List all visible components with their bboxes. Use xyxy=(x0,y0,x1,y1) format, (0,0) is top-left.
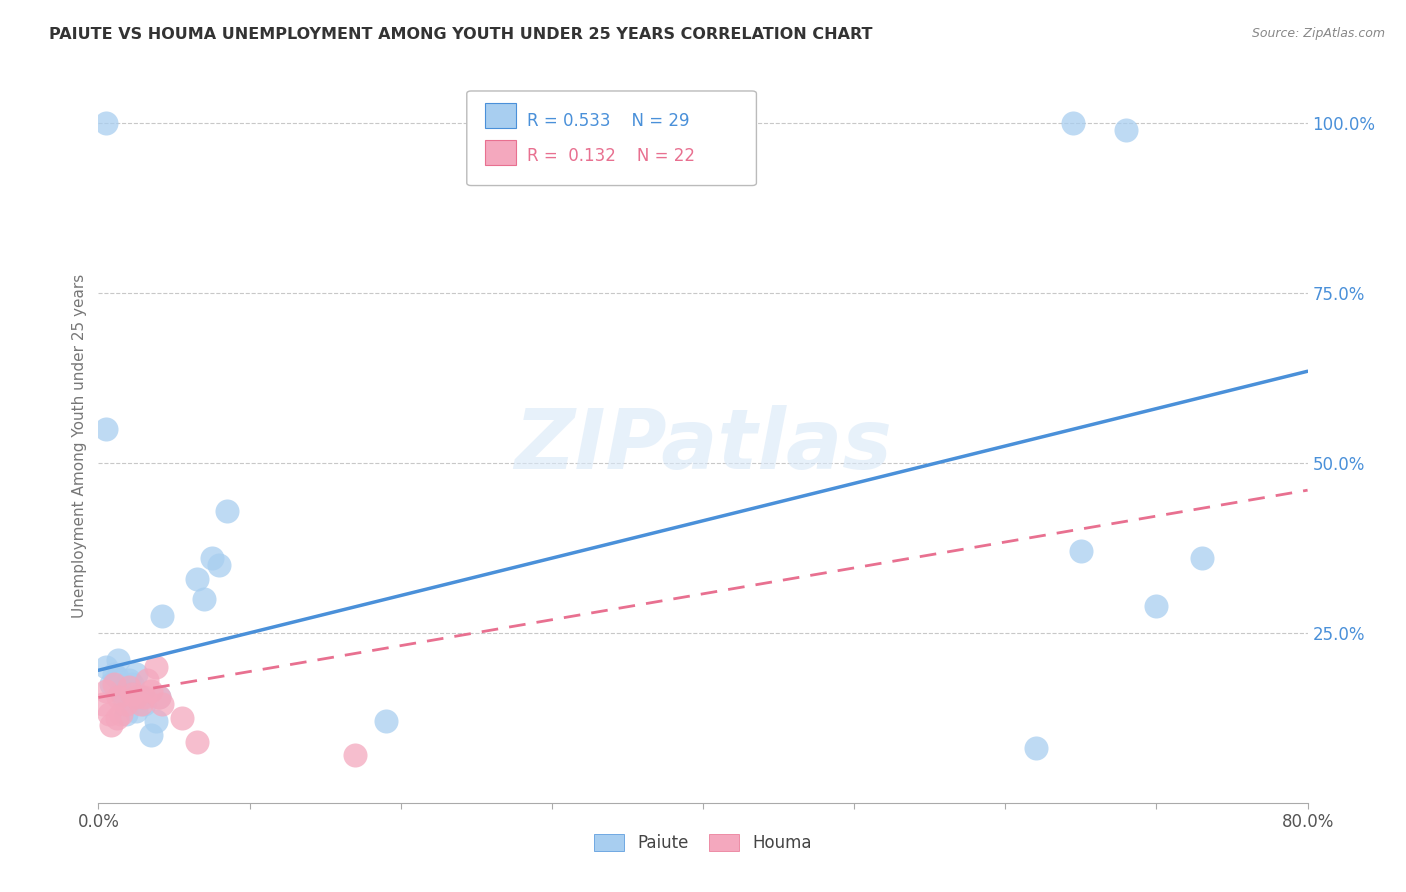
Text: R = 0.533    N = 29: R = 0.533 N = 29 xyxy=(527,112,690,129)
Point xyxy=(129,698,152,712)
Point xyxy=(132,698,155,712)
Point xyxy=(94,116,117,130)
Point xyxy=(98,707,121,722)
Point xyxy=(135,673,157,688)
Point xyxy=(141,683,163,698)
Point xyxy=(1115,123,1137,137)
Point xyxy=(114,707,136,722)
Point xyxy=(94,683,117,698)
Point xyxy=(94,422,117,436)
Point xyxy=(110,707,132,722)
Point xyxy=(118,680,141,694)
Point xyxy=(121,677,143,691)
Point xyxy=(105,670,128,684)
Point xyxy=(145,660,167,674)
Point xyxy=(148,690,170,705)
Point xyxy=(150,698,173,712)
Point xyxy=(132,690,155,705)
Point xyxy=(1024,741,1046,756)
Text: ZIPatlas: ZIPatlas xyxy=(515,406,891,486)
Point xyxy=(374,714,396,729)
Text: PAIUTE VS HOUMA UNEMPLOYMENT AMONG YOUTH UNDER 25 YEARS CORRELATION CHART: PAIUTE VS HOUMA UNEMPLOYMENT AMONG YOUTH… xyxy=(49,27,873,42)
Legend: Paiute, Houma: Paiute, Houma xyxy=(588,827,818,859)
Text: R =  0.132    N = 22: R = 0.132 N = 22 xyxy=(527,147,695,165)
Point xyxy=(145,714,167,729)
Point xyxy=(186,734,208,748)
Point xyxy=(148,690,170,705)
Text: Source: ZipAtlas.com: Source: ZipAtlas.com xyxy=(1251,27,1385,40)
Point xyxy=(215,503,238,517)
Point xyxy=(103,677,125,691)
Point xyxy=(201,551,224,566)
Point xyxy=(114,698,136,712)
Point xyxy=(193,591,215,606)
Point xyxy=(100,717,122,731)
Point xyxy=(1144,599,1167,613)
Point xyxy=(125,690,148,705)
Point xyxy=(105,711,128,725)
Point xyxy=(1191,551,1213,566)
Point xyxy=(91,698,114,712)
Point xyxy=(94,660,117,674)
Point xyxy=(103,666,125,681)
Point xyxy=(344,748,367,763)
Point xyxy=(118,673,141,688)
Point xyxy=(110,683,132,698)
Point xyxy=(107,690,129,705)
Point xyxy=(1070,544,1092,558)
Point xyxy=(170,711,193,725)
Point xyxy=(208,558,231,572)
Point xyxy=(141,728,163,742)
Point xyxy=(125,704,148,718)
Point xyxy=(1062,116,1084,130)
Point xyxy=(100,677,122,691)
Point xyxy=(121,687,143,701)
Point xyxy=(150,608,173,623)
Point xyxy=(186,572,208,586)
Point xyxy=(125,666,148,681)
Point xyxy=(129,690,152,705)
Y-axis label: Unemployment Among Youth under 25 years: Unemployment Among Youth under 25 years xyxy=(72,274,87,618)
Point xyxy=(111,690,134,705)
Point xyxy=(107,653,129,667)
